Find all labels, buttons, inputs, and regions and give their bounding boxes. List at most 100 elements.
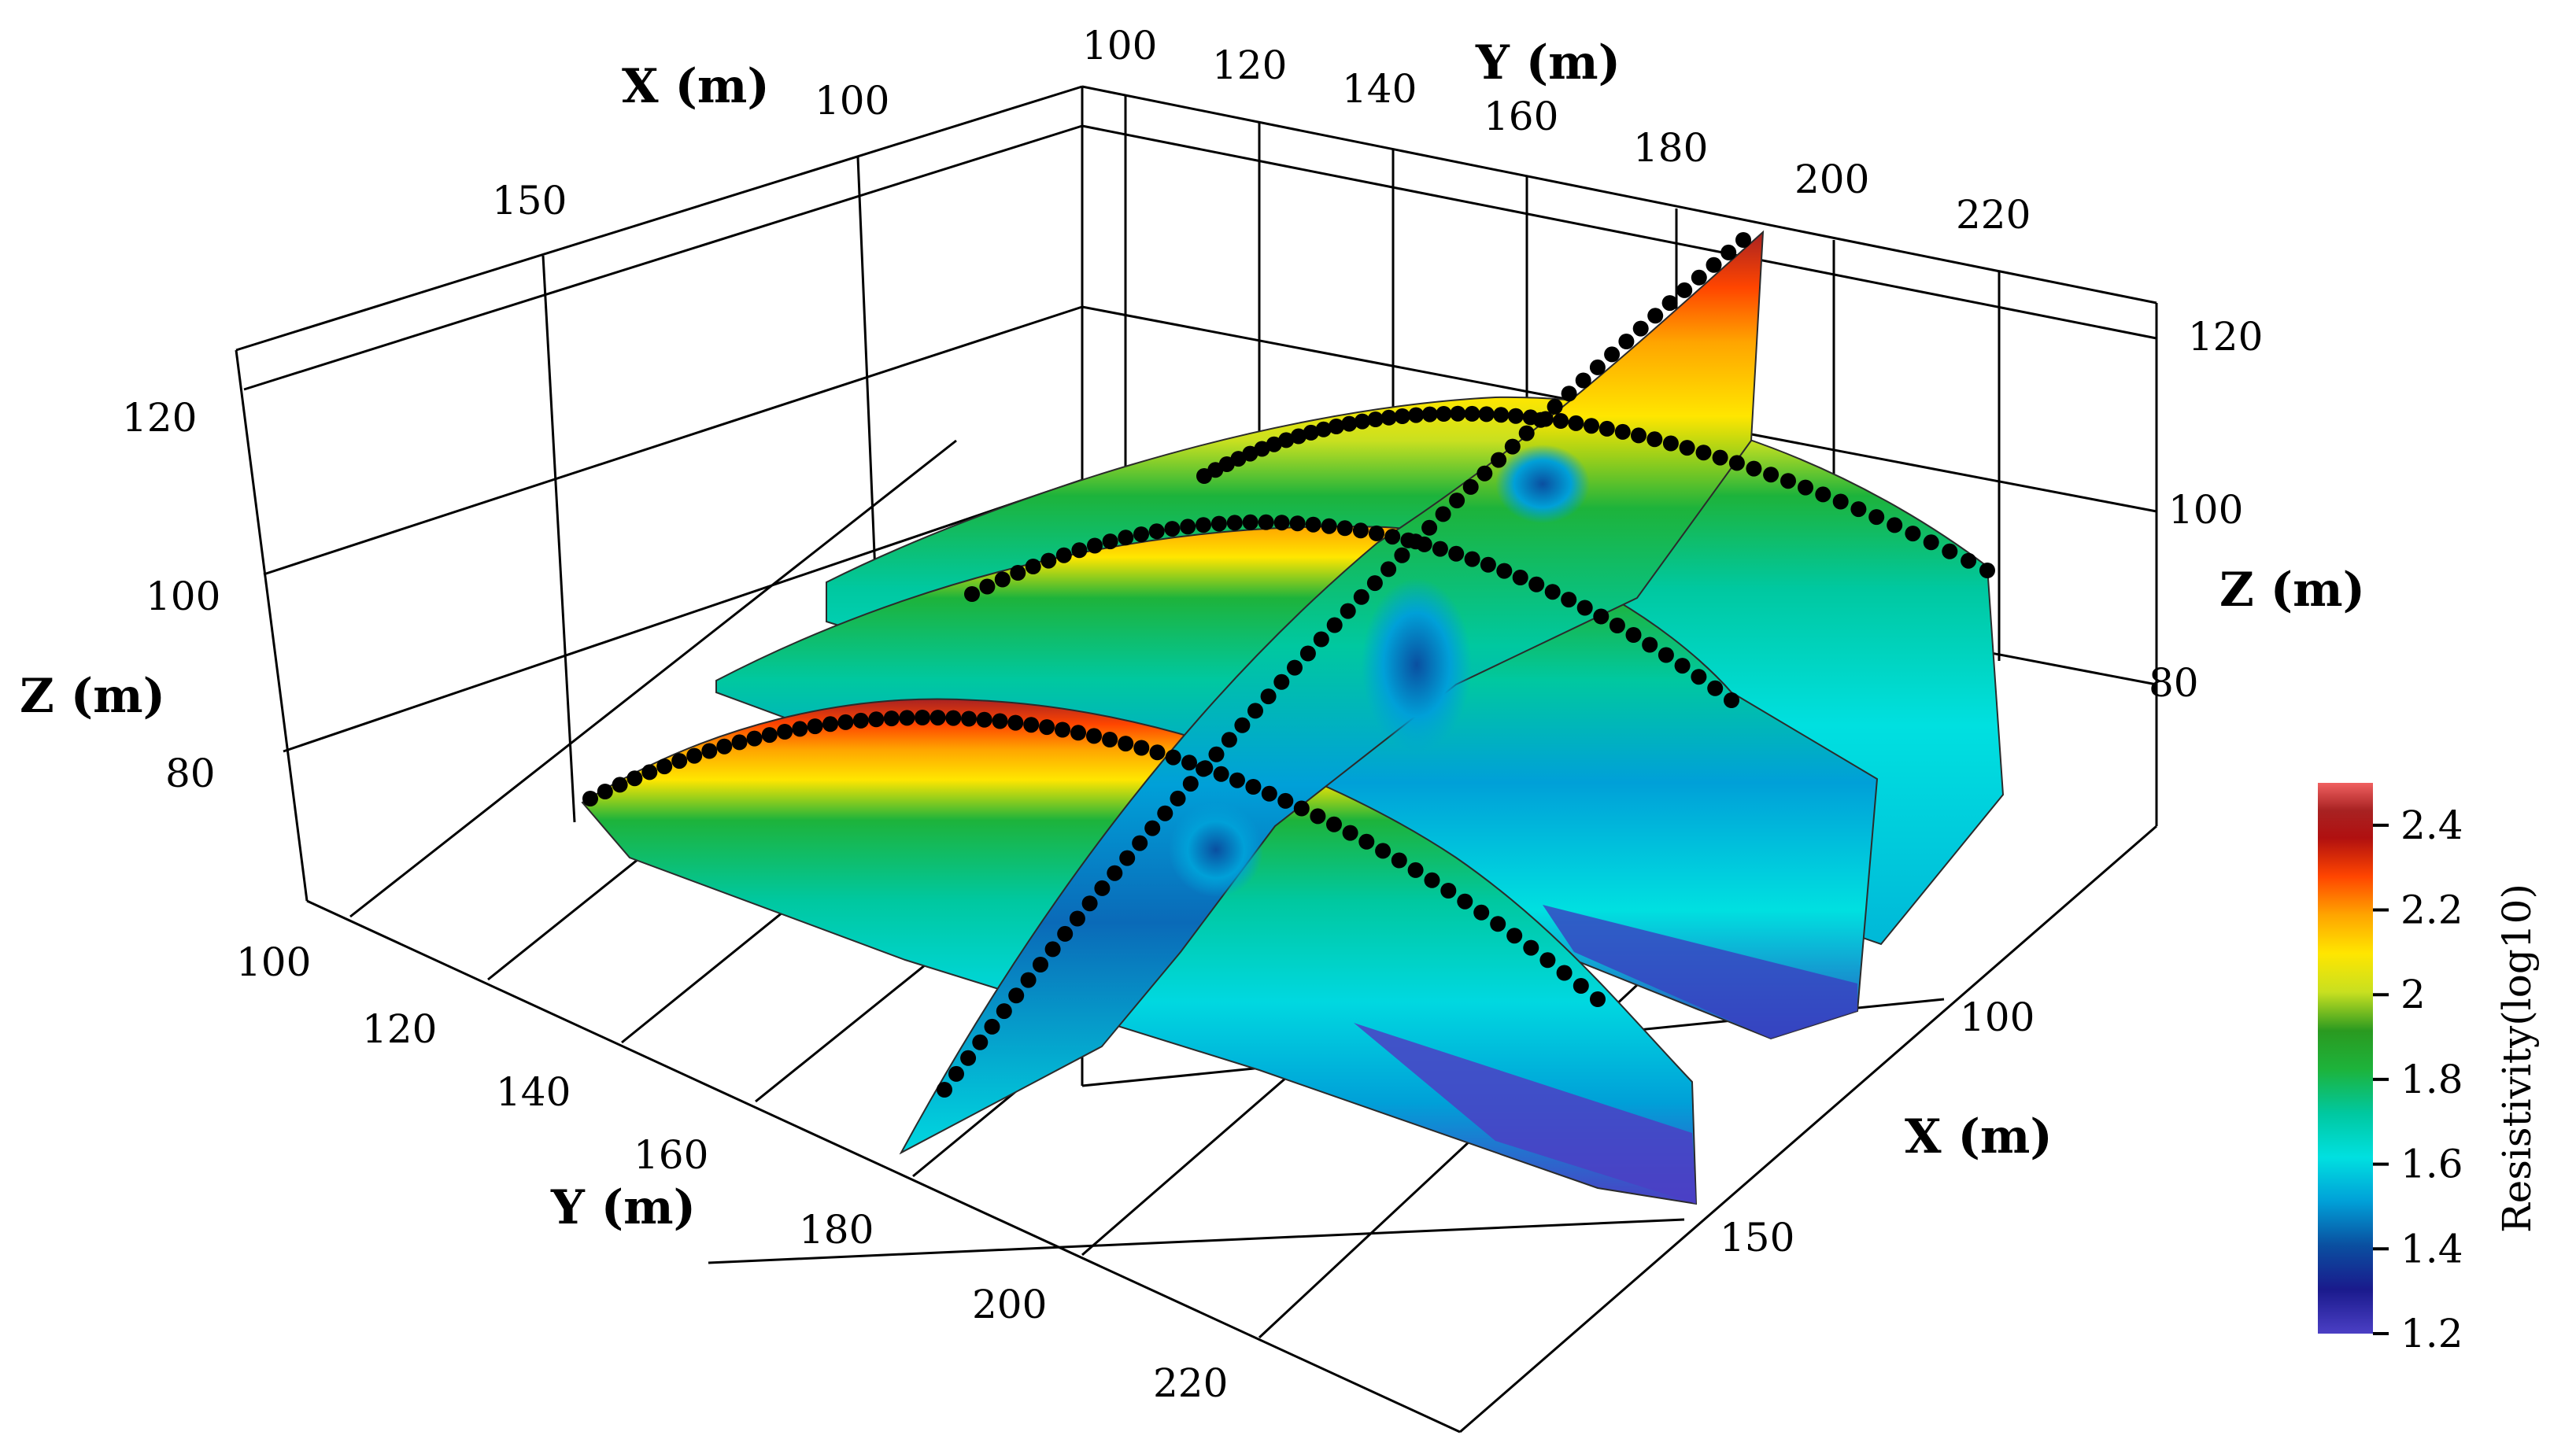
electrode xyxy=(671,753,688,769)
y-top-tick: 220 xyxy=(1956,192,2031,238)
low-anomaly-rear xyxy=(1495,445,1590,523)
y-bottom-tick: 160 xyxy=(634,1132,708,1178)
y-bottom-tick: 180 xyxy=(799,1207,874,1253)
colorbar-tick-label: 1.2 xyxy=(2400,1311,2463,1356)
electrode xyxy=(852,712,869,729)
electrode xyxy=(1547,398,1563,415)
electrode xyxy=(1518,425,1535,441)
electrode xyxy=(1044,941,1061,958)
electrode xyxy=(1421,406,1438,423)
electrode xyxy=(1210,515,1227,532)
electrode xyxy=(1576,600,1593,616)
electrode xyxy=(746,730,763,747)
x-right-ticks: 100 150 xyxy=(1720,995,2035,1260)
electrode xyxy=(1369,525,1384,541)
electrode xyxy=(1181,755,1197,771)
electrode xyxy=(1326,617,1343,633)
electrode xyxy=(1260,688,1277,705)
electrode xyxy=(1491,452,1507,468)
colorbar-tick-label: 2.4 xyxy=(2400,803,2463,848)
electrode xyxy=(1589,359,1606,375)
electrode xyxy=(1242,445,1258,462)
electrode xyxy=(883,710,900,727)
electrode xyxy=(777,724,793,740)
electrode xyxy=(1055,547,1072,563)
electrode xyxy=(1662,435,1679,452)
electrode xyxy=(1213,766,1229,782)
y-top-tick: 100 xyxy=(1082,23,1157,68)
electrode xyxy=(1287,659,1303,676)
electrode xyxy=(915,710,930,725)
electrode xyxy=(1039,719,1055,736)
colorbar-scale xyxy=(2318,783,2373,1334)
electrode xyxy=(701,743,718,759)
electrode xyxy=(1245,779,1262,795)
z-left-tick: 120 xyxy=(122,395,197,441)
electrode xyxy=(1278,432,1295,448)
electrode xyxy=(731,734,748,751)
electrode xyxy=(1674,658,1691,674)
electrode xyxy=(1277,792,1294,809)
electrode xyxy=(1407,533,1424,550)
electrode xyxy=(1289,515,1306,532)
electrode xyxy=(1354,413,1370,430)
electrode xyxy=(1118,736,1134,752)
electrode xyxy=(1247,703,1263,719)
electrode xyxy=(1942,543,1958,559)
electrode xyxy=(1832,493,1849,510)
y-top-tick: 120 xyxy=(1212,42,1287,88)
colorbar-tick-label: 2.2 xyxy=(2400,888,2463,933)
electrode xyxy=(1868,509,1885,526)
electrode xyxy=(1618,334,1635,349)
electrode xyxy=(1040,552,1057,569)
y-top-tick: 200 xyxy=(1794,157,1869,202)
electrode xyxy=(1584,418,1599,434)
electrode xyxy=(1326,816,1342,832)
deep-low-middle xyxy=(1543,905,1857,1039)
electrode xyxy=(807,718,823,735)
electrode xyxy=(1132,835,1148,851)
electrode xyxy=(1735,232,1751,248)
electrode xyxy=(1290,428,1306,445)
electrode xyxy=(1025,559,1041,574)
electrode xyxy=(1086,728,1102,744)
electrode xyxy=(1707,680,1724,696)
electrode xyxy=(1341,415,1358,432)
electrode xyxy=(1473,904,1490,921)
electrode xyxy=(1008,987,1025,1004)
electrode xyxy=(1712,449,1728,466)
resistivity-sections xyxy=(581,230,2005,1205)
electrode xyxy=(1440,883,1457,899)
electrodes-tie xyxy=(937,232,1751,1098)
electrode xyxy=(582,791,598,806)
electrode xyxy=(899,710,915,726)
electrode xyxy=(1528,576,1545,592)
electrode xyxy=(976,711,992,728)
colorbar-tick-label: 1.8 xyxy=(2400,1057,2463,1102)
electrode xyxy=(1094,880,1111,896)
electrodes-front xyxy=(582,710,1606,1007)
electrode xyxy=(1561,592,1577,608)
electrode xyxy=(1107,865,1123,881)
electrode xyxy=(1507,408,1524,424)
electrode xyxy=(626,770,643,787)
electrode xyxy=(1642,637,1658,653)
electrode xyxy=(1575,372,1591,389)
electrode xyxy=(1229,772,1245,788)
electrode xyxy=(1887,517,1903,533)
electrode xyxy=(1353,589,1369,605)
electrode xyxy=(1676,282,1693,298)
electrode xyxy=(1299,645,1316,662)
electrode xyxy=(1449,493,1465,509)
electrode xyxy=(1850,501,1867,518)
electrode xyxy=(1561,386,1577,402)
colorbar-tick-label: 1.6 xyxy=(2400,1142,2463,1187)
electrode xyxy=(937,1082,952,1098)
electrode xyxy=(1604,346,1621,363)
electrode xyxy=(1905,526,1921,542)
electrode xyxy=(1303,424,1319,441)
electrode xyxy=(1464,405,1480,422)
electrode xyxy=(1273,515,1290,531)
electrode xyxy=(945,710,962,726)
